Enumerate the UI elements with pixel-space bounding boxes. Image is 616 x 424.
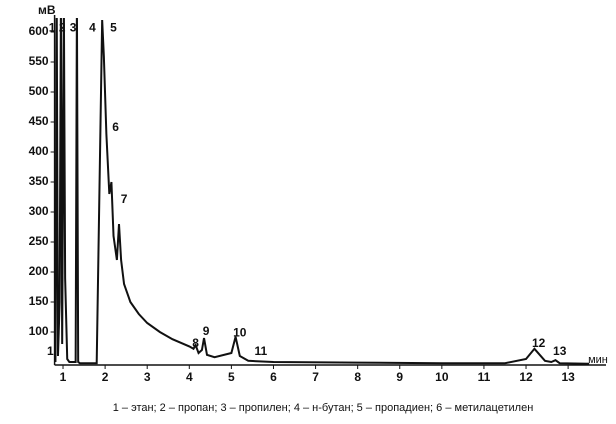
x-tick-label: 8 (354, 370, 361, 384)
y-tick-label: 500 (29, 84, 49, 98)
x-axis-label: мин (588, 354, 608, 366)
peak-label: 7 (121, 192, 128, 206)
y-tick-label: 150 (29, 294, 49, 308)
x-tick-label: 5 (228, 370, 235, 384)
peak-label: 4 (89, 21, 96, 35)
peak-label: 3 (70, 21, 77, 35)
y-tick-label: 450 (29, 114, 49, 128)
y-tick-label: 100 (29, 324, 49, 338)
caption: 1 – этан; 2 – пропан; 3 – пропилен; 4 – … (113, 402, 534, 414)
y-tick-label: 350 (29, 174, 49, 188)
peak-label: 1 (49, 21, 56, 35)
y-tick-label: 300 (29, 204, 49, 218)
y-tick-label: 550 (29, 54, 49, 68)
x-tick-label: 7 (312, 370, 319, 384)
peak-label: 1 (47, 344, 54, 358)
y-tick-label: 200 (29, 264, 49, 278)
peak-label: 10 (233, 325, 247, 339)
x-tick-label: 6 (270, 370, 277, 384)
x-tick-label: 3 (144, 370, 151, 384)
y-axis-label: мВ (38, 3, 56, 17)
peak-label: 13 (553, 344, 567, 358)
y-tick-label: 400 (29, 144, 49, 158)
peak-label: 11 (255, 344, 268, 358)
peak-label: 2 (59, 21, 66, 35)
x-tick-label: 4 (186, 370, 193, 384)
x-tick-label: 9 (396, 370, 403, 384)
x-tick-label: 11 (478, 370, 491, 384)
y-tick-label: 600 (29, 24, 49, 38)
chromatogram-line (54, 18, 590, 365)
x-tick-label: 10 (435, 370, 449, 384)
peak-label: 6 (112, 120, 119, 134)
peak-label: 8 (192, 336, 199, 350)
peak-label: 5 (110, 21, 117, 35)
peak-label: 9 (203, 324, 210, 338)
x-tick-label: 2 (102, 370, 109, 384)
y-tick-label: 250 (29, 234, 49, 248)
x-tick-label: 1 (60, 370, 67, 384)
peak-label: 12 (532, 336, 546, 350)
x-tick-label: 13 (561, 370, 575, 384)
x-tick-label: 12 (519, 370, 533, 384)
